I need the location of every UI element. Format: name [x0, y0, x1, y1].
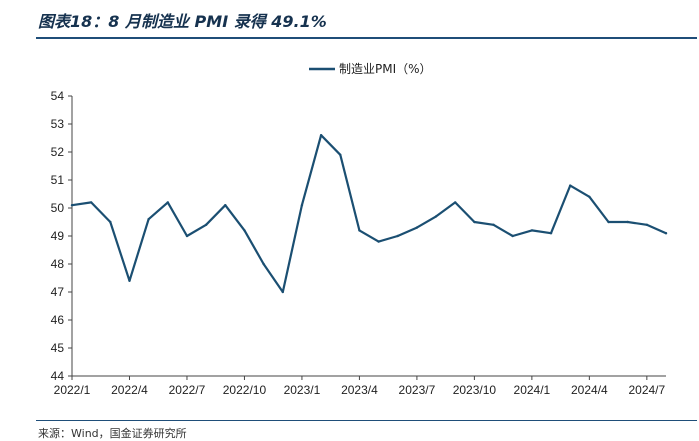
y-tick-label: 48 — [51, 257, 65, 271]
y-tick-label: 54 — [51, 89, 65, 103]
x-tick-label: 2023/1 — [284, 383, 321, 397]
data-point — [204, 223, 208, 226]
source-rule — [36, 420, 697, 421]
x-tick-label: 2024/7 — [628, 383, 665, 397]
data-point — [339, 153, 342, 156]
data-point — [70, 204, 74, 207]
y-tick-label: 47 — [51, 285, 65, 299]
series-line-manufacturing-pmi — [70, 134, 668, 294]
data-point — [319, 134, 323, 137]
data-point — [281, 290, 284, 294]
data-point — [492, 223, 495, 226]
y-tick-label: 51 — [51, 173, 65, 187]
x-tick-label: 2022/10 — [223, 383, 267, 397]
y-axis: 44 45 46 47 48 49 50 51 52 53 54 — [51, 89, 73, 383]
x-axis: 2022/1 2022/4 2022/7 2022/10 2023/1 2023/4 202… — [54, 375, 666, 397]
data-point — [377, 240, 380, 243]
data-point — [396, 234, 399, 238]
data-point — [607, 220, 610, 224]
data-point — [530, 229, 534, 232]
y-tick-label: 52 — [51, 145, 65, 159]
data-point — [262, 262, 265, 266]
data-point — [588, 195, 591, 198]
figure-title: 图表18：8 月制造业 PMI 录得 49.1% — [38, 12, 327, 31]
data-point — [224, 204, 227, 207]
data-point — [473, 220, 476, 224]
chart-legend: 制造业PMI（%） — [309, 62, 432, 76]
x-tick-label: 2023/10 — [453, 383, 497, 397]
x-tick-label: 2022/1 — [54, 383, 91, 397]
data-point — [434, 215, 438, 218]
data-point — [511, 234, 514, 238]
source-note: 来源：Wind，国金证券研究所 — [38, 427, 187, 440]
data-point — [645, 223, 649, 226]
data-point — [128, 279, 131, 282]
y-tick-label: 45 — [51, 341, 65, 355]
data-point — [549, 232, 553, 235]
data-point — [243, 229, 246, 232]
data-point — [568, 184, 572, 187]
y-tick-label: 44 — [51, 369, 65, 383]
x-tick-label: 2022/4 — [111, 383, 148, 397]
y-tick-label: 46 — [51, 313, 65, 327]
data-point — [109, 220, 112, 224]
data-point — [626, 220, 629, 224]
legend-label: 制造业PMI（%） — [339, 62, 432, 76]
x-tick-label: 2022/7 — [169, 383, 206, 397]
x-tick-label: 2023/4 — [341, 383, 378, 397]
data-point — [166, 201, 170, 204]
data-point — [358, 229, 361, 232]
plot-area — [70, 134, 668, 294]
data-point — [454, 201, 457, 204]
data-point — [89, 201, 93, 204]
y-tick-label: 53 — [51, 117, 65, 131]
data-point — [415, 226, 419, 229]
data-point — [664, 232, 668, 235]
x-tick-label: 2024/4 — [571, 383, 608, 397]
data-point — [147, 218, 150, 221]
y-tick-label: 50 — [51, 201, 65, 215]
data-point — [185, 234, 189, 238]
data-point — [300, 204, 304, 207]
title-rule — [36, 37, 697, 39]
x-tick-label: 2023/7 — [399, 383, 436, 397]
y-tick-label: 49 — [51, 229, 65, 243]
x-tick-label: 2024/1 — [514, 383, 551, 397]
